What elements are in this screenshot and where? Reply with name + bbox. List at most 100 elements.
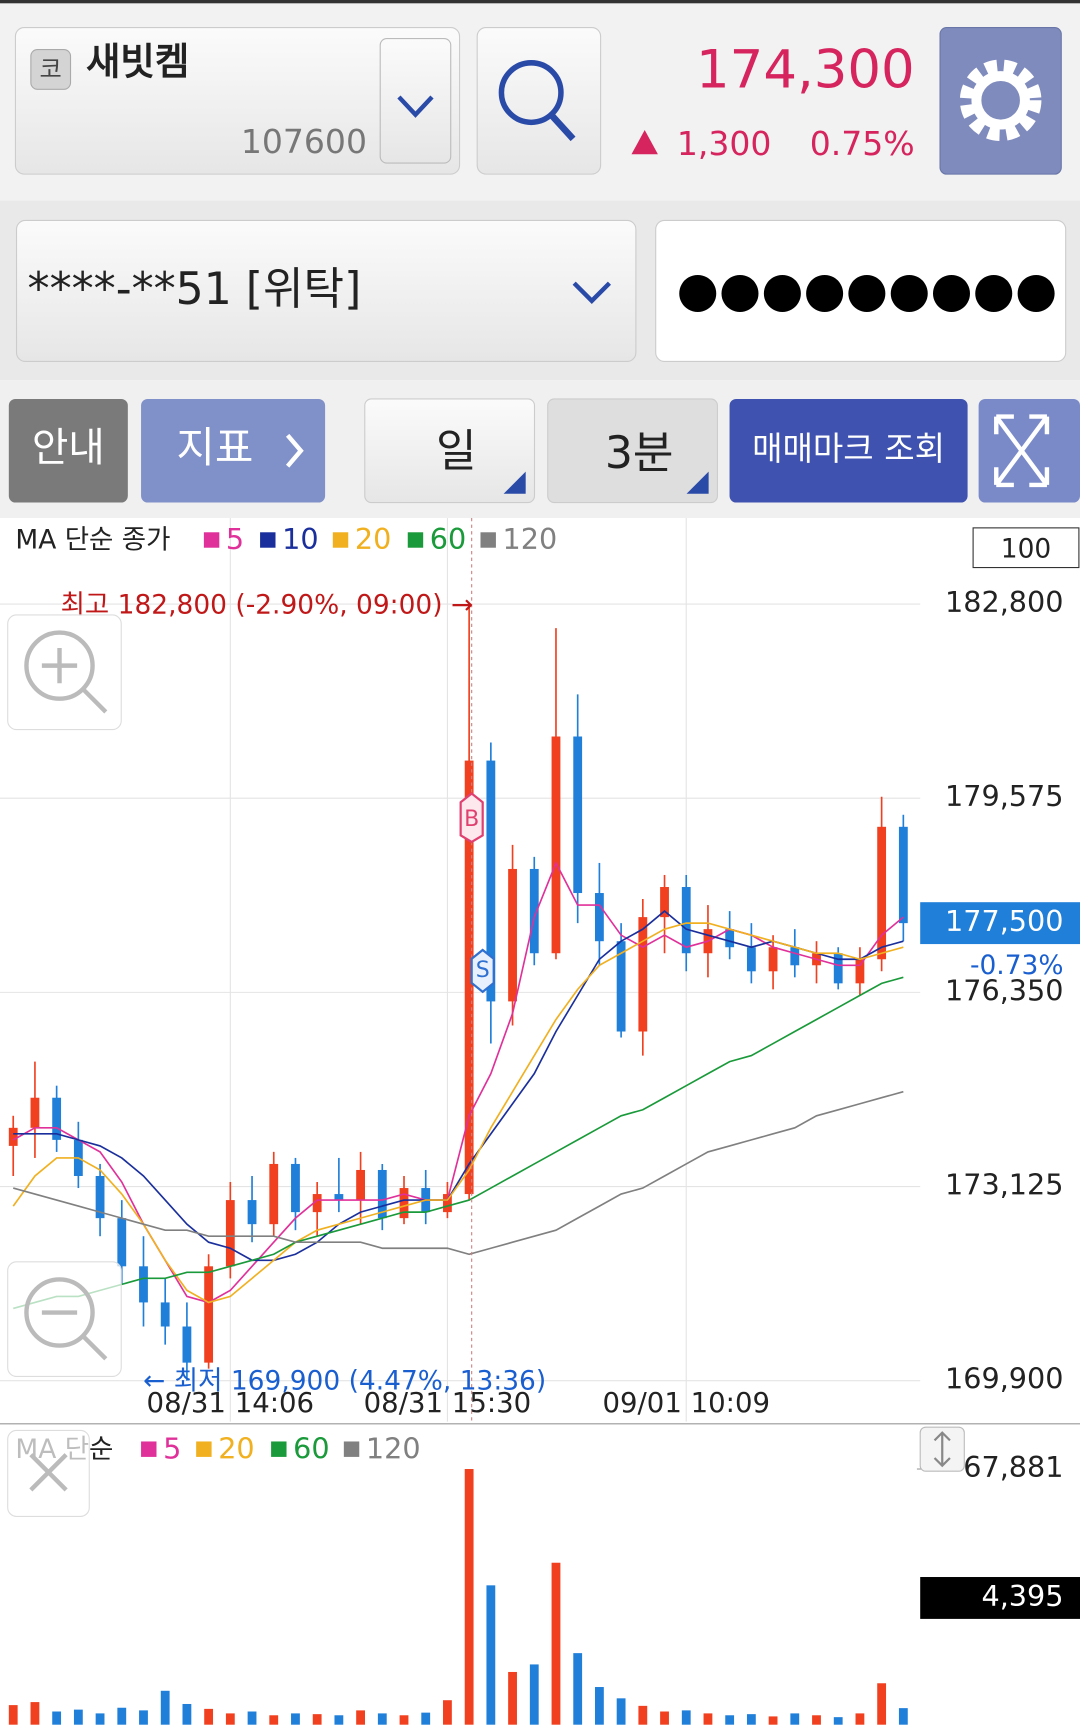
volume-bar xyxy=(30,1702,40,1725)
trade-marks-button[interactable] xyxy=(729,398,968,503)
volume-bar xyxy=(812,1715,821,1725)
indicator-label: 지표 xyxy=(176,423,253,472)
legend-swatch xyxy=(480,532,496,548)
candle-body xyxy=(204,1266,214,1363)
legend-label: 5 xyxy=(226,522,244,556)
candle-body xyxy=(638,917,648,1032)
volume-bar xyxy=(356,1710,365,1725)
legend-swatch xyxy=(196,1441,212,1457)
count-label: 100 xyxy=(1001,533,1051,564)
guide-label: 안내 xyxy=(32,425,105,471)
current-volume-label: 4,395 xyxy=(981,1579,1063,1613)
candle-body xyxy=(52,1097,62,1140)
candle-body xyxy=(725,929,735,948)
y-tick-label: 179,575 xyxy=(945,779,1063,813)
volume-bar xyxy=(464,1469,474,1725)
volume-bar xyxy=(139,1710,148,1725)
zoom-out-icon xyxy=(24,1277,95,1348)
volume-bar xyxy=(725,1715,735,1725)
volume-bar xyxy=(833,1717,843,1725)
candle-body xyxy=(768,947,778,972)
candle-body xyxy=(139,1266,148,1303)
ma-line xyxy=(12,922,904,1304)
volume-chart: 67,881 5 20 60 120 4,395 xyxy=(8,1431,1080,1725)
settings-button[interactable] xyxy=(939,27,1062,175)
trade-marks-label: 매매마크 조회 xyxy=(752,429,945,468)
gear-icon xyxy=(959,59,1042,142)
sell-marker xyxy=(470,948,495,994)
period-label: 일 xyxy=(436,426,477,477)
legend-label: 20 xyxy=(218,1431,254,1465)
volume-bar xyxy=(681,1710,691,1725)
ma-line xyxy=(13,910,904,1262)
volume-bar xyxy=(312,1714,322,1725)
interval-label: 3분 xyxy=(605,428,674,479)
volume-bar xyxy=(551,1562,561,1725)
volume-bar xyxy=(8,1705,18,1725)
ma-line xyxy=(13,1090,904,1256)
search-icon xyxy=(498,60,564,126)
candle-body xyxy=(877,826,887,960)
count-box[interactable] xyxy=(972,527,1080,569)
stock-dropdown[interactable] xyxy=(379,38,452,164)
market-badge-text: 코 xyxy=(40,55,62,84)
volume-bar xyxy=(247,1711,257,1725)
volume-bar xyxy=(855,1713,865,1725)
search-button[interactable] xyxy=(476,27,602,175)
up-triangle xyxy=(631,130,658,155)
volume-bar xyxy=(117,1707,127,1725)
volume-bar xyxy=(160,1690,170,1725)
candle-body xyxy=(660,887,669,918)
chevron-icon xyxy=(572,281,611,304)
resize-icon xyxy=(933,1431,951,1468)
volume-bar xyxy=(638,1705,648,1725)
volume-bar xyxy=(182,1703,192,1725)
candle-body xyxy=(855,959,865,984)
indicator-button[interactable] xyxy=(141,398,326,503)
volume-bar xyxy=(421,1712,431,1725)
low-note: ← 최저 169,900 (4.47%, 13:36) xyxy=(143,1365,546,1396)
candle-body xyxy=(377,1169,387,1219)
candle-body xyxy=(30,1097,40,1128)
buy-marker-label: B xyxy=(464,807,479,832)
candle-body xyxy=(616,941,626,1032)
password: ●●●●●●●●● xyxy=(677,262,1058,318)
legend-swatch xyxy=(141,1441,157,1457)
buy-marker xyxy=(459,792,484,844)
zoom-in-glyph xyxy=(41,647,108,714)
volume-bar xyxy=(768,1716,778,1725)
x-tick-label: 08/31 14:06 xyxy=(147,1387,315,1419)
volume-bar xyxy=(508,1671,517,1725)
interval-button[interactable] xyxy=(547,398,718,504)
account-box[interactable] xyxy=(15,219,637,363)
legend-label: 120 xyxy=(503,522,558,556)
change: 1,300 xyxy=(677,124,772,163)
candle-body xyxy=(269,1163,279,1225)
legend-swatch xyxy=(343,1441,360,1457)
legend-swatch xyxy=(332,532,349,548)
candle-body xyxy=(443,1194,452,1213)
volume-bar xyxy=(269,1715,279,1725)
expand-icon xyxy=(994,414,1050,488)
volume-bar xyxy=(334,1715,344,1725)
volume-bar xyxy=(746,1714,756,1725)
candle-body xyxy=(508,868,517,1002)
legend-swatch xyxy=(407,532,424,548)
volume-bar xyxy=(703,1713,713,1725)
current-price-label: 177,500 xyxy=(945,904,1063,938)
candle-body xyxy=(833,953,843,984)
legend-label: 120 xyxy=(366,1431,421,1465)
change-rate: 0.75% xyxy=(810,124,915,163)
password-box[interactable] xyxy=(655,219,1067,363)
stock-box[interactable] xyxy=(14,27,461,175)
guide-button[interactable] xyxy=(8,398,128,503)
candle-body xyxy=(356,1169,365,1201)
volume-bar xyxy=(291,1713,300,1725)
period-button[interactable] xyxy=(364,398,536,504)
legend-swatch xyxy=(260,532,276,548)
volume-bar xyxy=(660,1711,669,1725)
volume-bar xyxy=(616,1698,626,1725)
candle-body xyxy=(95,1175,105,1219)
candle-body xyxy=(746,947,756,972)
